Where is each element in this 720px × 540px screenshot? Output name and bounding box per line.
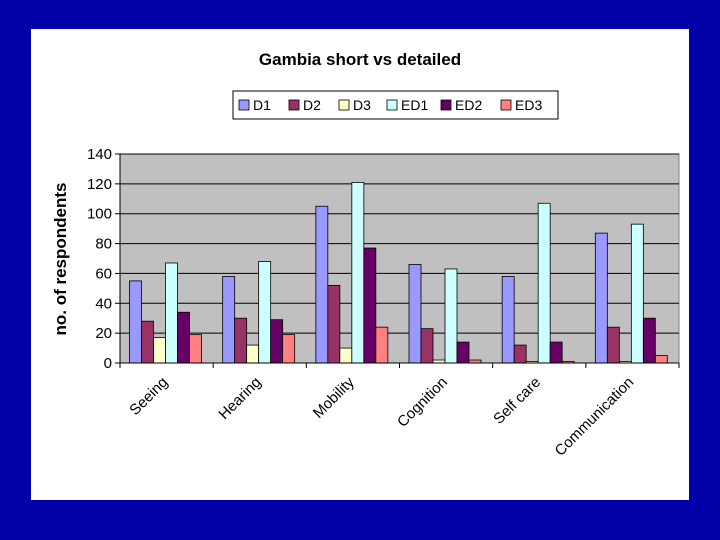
legend-swatch-d2 — [288, 99, 300, 111]
bar-ed3-mobility — [375, 326, 389, 364]
chart: Gambia short vs detailed D1 D2 D3 ED1 ED2 ED3… — [51, 50, 680, 460]
y-tick-label: 140 — [87, 146, 112, 163]
y-axis-label: no. of respondents — [51, 183, 70, 336]
bar-ed2-hearing — [270, 319, 284, 364]
bar-d2-communication — [606, 326, 620, 364]
category-label: Seeing — [126, 374, 171, 419]
plot-area — [119, 153, 680, 364]
bar-d2-self-care — [513, 344, 527, 364]
bar-d3-seeing — [153, 337, 166, 364]
bar-d2-cognition — [420, 328, 434, 364]
axes — [115, 153, 680, 368]
legend-swatch-ed2 — [440, 99, 452, 111]
bar-ed2-communication — [642, 317, 656, 364]
bar-d3-hearing — [246, 344, 260, 364]
bar-ed2-self-care — [549, 341, 563, 364]
y-tick-label: 60 — [95, 265, 112, 282]
bar-ed1-communication — [630, 223, 644, 364]
category-label: Self care — [490, 374, 544, 428]
bar-ed2-seeing — [177, 311, 190, 364]
bar-d1-self-care — [501, 276, 515, 364]
legend-swatch-ed3 — [500, 99, 512, 111]
y-tick-label: 80 — [95, 236, 112, 253]
bar-ed1-mobility — [351, 181, 365, 364]
bar-ed2-cognition — [456, 341, 470, 364]
bar-d1-hearing — [222, 276, 236, 364]
chart-title: Gambia short vs detailed — [259, 50, 461, 69]
y-tick-label: 20 — [95, 325, 112, 342]
bar-d1-cognition — [408, 264, 422, 364]
legend-label-d3: D3 — [353, 97, 371, 113]
bar-ed1-hearing — [258, 261, 272, 364]
bar-ed1-cognition — [444, 268, 458, 364]
bar-d2-seeing — [141, 320, 154, 364]
y-tick-label: 100 — [87, 206, 112, 223]
legend-label-d1: D1 — [253, 97, 271, 113]
bar-d3-mobility — [339, 347, 353, 364]
category-label: Mobility — [310, 373, 358, 421]
category-label: Communication — [552, 374, 638, 460]
legend: D1 D2 D3 ED1 ED2 ED3 — [232, 90, 559, 120]
bar-ed1-self-care — [537, 202, 551, 364]
legend-label-ed2: ED2 — [455, 97, 482, 113]
slide: Gambia short vs detailed D1 D2 D3 ED1 ED2 ED3… — [31, 29, 689, 500]
grid — [120, 153, 679, 334]
legend-label-ed3: ED3 — [515, 97, 542, 113]
bar-d1-seeing — [129, 280, 142, 364]
bar-ed3-seeing — [189, 334, 202, 364]
legend-label-d2: D2 — [303, 97, 321, 113]
bar-ed2-mobility — [363, 247, 377, 364]
category-label: Cognition — [394, 374, 451, 431]
bar-d1-communication — [594, 232, 608, 364]
bar-ed3-communication — [654, 355, 668, 364]
bar-d1-mobility — [315, 205, 329, 364]
legend-label-ed1: ED1 — [401, 97, 428, 113]
x-labels: Seeing Hearing Mobility Cognition Self care C… — [126, 373, 637, 459]
y-tick-label: 0 — [104, 355, 112, 372]
bar-ed1-seeing — [165, 262, 178, 364]
category-label: Hearing — [215, 374, 264, 423]
legend-swatch-d1 — [238, 99, 250, 111]
y-tick-label: 40 — [95, 295, 112, 312]
y-tick-label: 120 — [87, 176, 112, 193]
bar-d2-hearing — [234, 317, 248, 364]
bar-d2-mobility — [327, 284, 341, 364]
legend-swatch-ed1 — [386, 99, 398, 111]
bar-ed3-hearing — [282, 334, 296, 364]
y-ticks: 0 20 40 60 80 100 120 140 — [87, 146, 112, 372]
legend-swatch-d3 — [338, 99, 350, 111]
